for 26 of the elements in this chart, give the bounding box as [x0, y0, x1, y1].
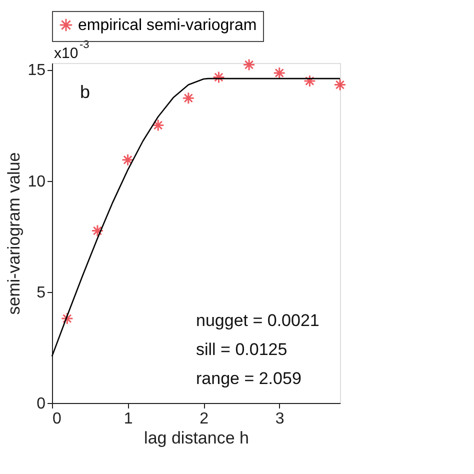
point — [60, 312, 74, 325]
y-tick-label: 0 — [36, 396, 46, 412]
annotation: range = 2.059 — [196, 369, 302, 388]
point — [152, 118, 164, 132]
y-axis-title: semi-variogram value — [4, 152, 24, 315]
annotation: nugget = 0.0021 — [196, 311, 320, 330]
annotation: b — [80, 82, 90, 102]
point — [91, 224, 104, 238]
x-tick-label: 1 — [124, 410, 133, 428]
y-tick-label: 15 — [28, 62, 46, 80]
x-tick-label: 0 — [52, 410, 62, 428]
annotation: sill = 0.0125 — [196, 340, 288, 359]
point — [303, 74, 316, 88]
point — [334, 78, 346, 92]
y-tick-label: 5 — [36, 284, 46, 302]
point — [122, 154, 134, 166]
x-tick-label: 2 — [200, 410, 209, 428]
point — [273, 66, 286, 80]
line-series — [51, 78, 341, 357]
y-tick-label: 10 — [28, 173, 46, 190]
legend-label: empirical semi-variogram — [78, 17, 257, 34]
point — [182, 92, 195, 104]
x-tick-label: 3 — [275, 410, 284, 428]
point — [212, 70, 225, 84]
x-axis-title: lag distance h — [144, 428, 249, 448]
point — [242, 58, 256, 72]
